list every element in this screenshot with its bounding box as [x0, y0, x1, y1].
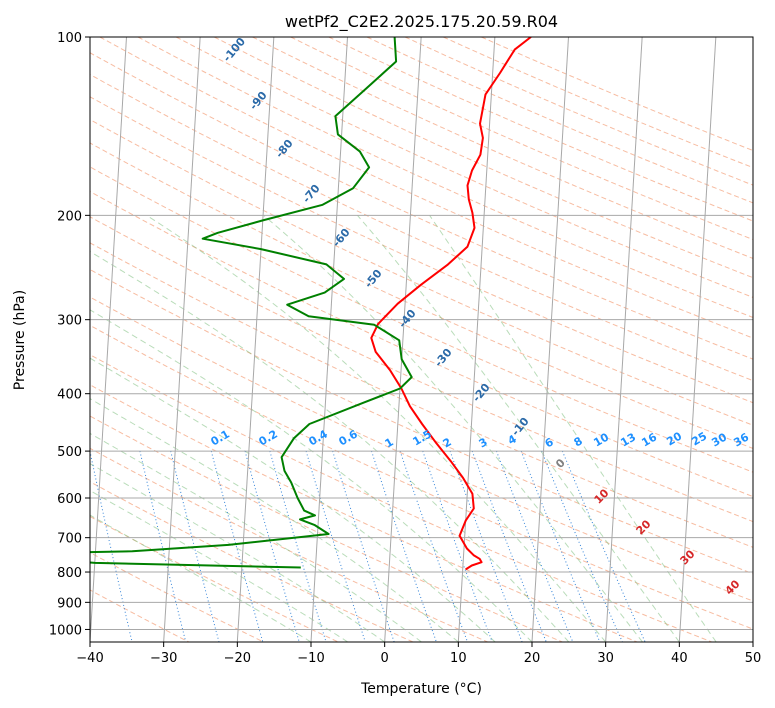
- profile-lines: [90, 37, 532, 571]
- x-axis-label: Temperature (°C): [360, 681, 482, 697]
- moist-adiabat: [90, 357, 496, 642]
- dry-adiabat: [90, 166, 753, 473]
- moist-adiabat: [357, 214, 680, 642]
- isotherm: [531, 37, 569, 642]
- x-tick-label: 30: [597, 651, 614, 666]
- moist-adiabat: [429, 215, 717, 642]
- dry-adiabat: [252, 37, 753, 259]
- dry-adiabat: [90, 190, 753, 498]
- mixing-ratio-line: [496, 450, 574, 642]
- mixing-ratio-line: [561, 450, 646, 642]
- x-tick-label: 10: [450, 651, 467, 666]
- dry-adiabat: [328, 37, 753, 222]
- x-tick-label: −10: [297, 651, 324, 666]
- plot-background: [90, 37, 753, 642]
- moist-adiabat: [263, 214, 643, 642]
- dry-adiabat: [90, 481, 414, 642]
- mixing-ratio-line: [449, 450, 523, 642]
- isotherm: [236, 37, 275, 642]
- y-tick-label: 600: [57, 492, 82, 507]
- dry-adiabat: [90, 324, 753, 630]
- dry-adiabat: [90, 415, 563, 642]
- dry-adiabat: [175, 37, 753, 298]
- isotherm: [605, 37, 643, 642]
- dewpoint-line: [90, 37, 413, 569]
- x-tick-label: −30: [150, 651, 177, 666]
- mixing-ratio-line: [399, 450, 468, 642]
- dry-adiabat: [99, 37, 753, 339]
- x-tick-label: −40: [76, 651, 103, 666]
- dry-adiabat: [90, 384, 638, 642]
- axes: −40 −30 −20 −10 0 10 20 30 40 50 100 200 300 400 500 60…: [49, 31, 761, 666]
- dry-adiabat: [90, 268, 753, 575]
- dry-adiabat: [90, 96, 753, 404]
- x-tick-label: 0: [381, 651, 389, 666]
- chart-title: wetPf2_C2E2.2025.175.20.59.R04: [285, 12, 558, 32]
- y-tick-label: 500: [57, 445, 82, 460]
- isotherm: [90, 37, 127, 642]
- moist-adiabat: [90, 309, 533, 642]
- y-tick-label: 400: [57, 388, 82, 403]
- mixing-ratio-line: [305, 450, 366, 642]
- x-tick-label: −20: [224, 651, 251, 666]
- isotherm: [384, 37, 422, 642]
- isotherm: [457, 37, 496, 642]
- mixing-ratio-line: [170, 450, 220, 642]
- moist-adiabat: [90, 463, 385, 642]
- x-tick-label: 40: [671, 651, 688, 666]
- moist-adiabat: [90, 490, 349, 642]
- y-tick-label: 900: [57, 596, 82, 611]
- mixing-ratio-line: [471, 450, 547, 642]
- plot-frame: [89, 36, 754, 643]
- moist-adiabat: [90, 432, 422, 642]
- y-tick-label: 800: [57, 566, 82, 581]
- y-tick-label: 1000: [49, 623, 82, 638]
- mixing-ratio-line: [371, 450, 437, 642]
- y-tick-label: 200: [57, 209, 82, 224]
- x-tick-label: 50: [745, 651, 762, 666]
- temperature-line: [370, 37, 532, 571]
- y-tick-label: 700: [57, 532, 82, 547]
- y-tick-label: 300: [57, 314, 82, 329]
- y-tick-label: 100: [57, 31, 82, 46]
- isotherm: [678, 37, 717, 642]
- x-tick-label: 20: [524, 651, 541, 666]
- dry-adiabat: [90, 447, 488, 642]
- y-axis-label: Pressure (hPa): [12, 290, 28, 390]
- isotherm: [163, 37, 201, 642]
- dry-adiabat: [90, 242, 753, 548]
- dry-adiabat: [481, 37, 753, 152]
- dry-adiabat: [90, 119, 753, 426]
- moist-adiabat: [90, 514, 312, 642]
- background-lines: [90, 37, 753, 642]
- dry-adiabat: [90, 73, 753, 382]
